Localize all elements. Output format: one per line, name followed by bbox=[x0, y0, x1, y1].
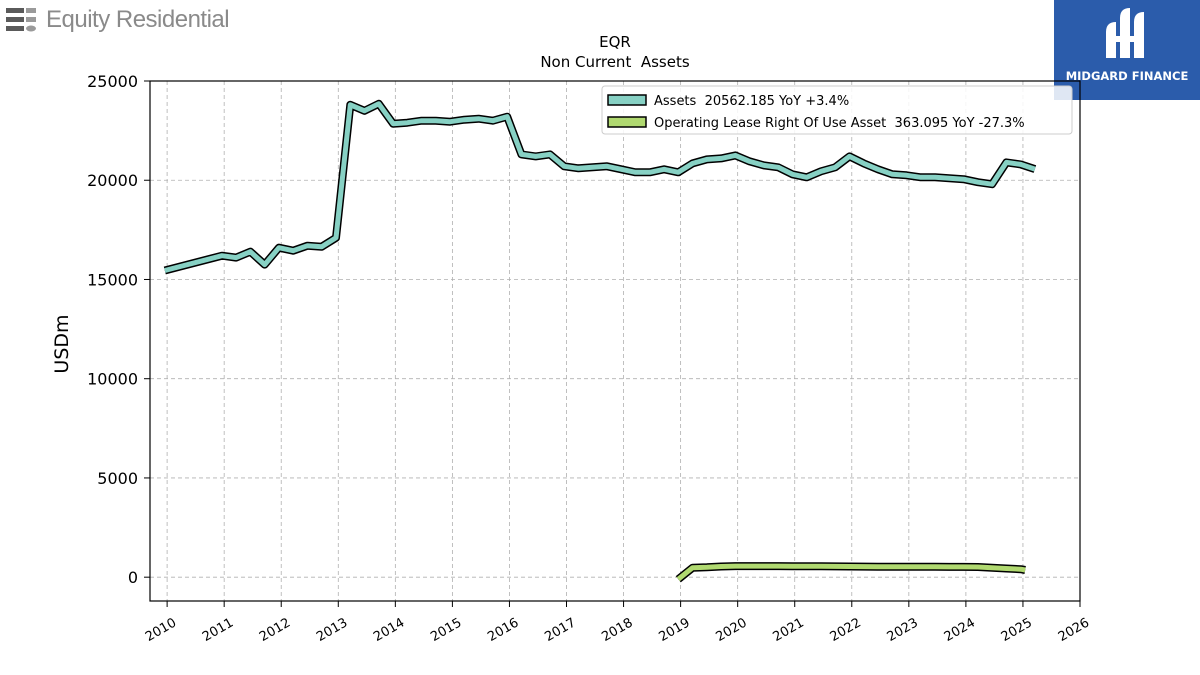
x-tick-label: 2024 bbox=[942, 615, 978, 645]
series-line-1 bbox=[676, 563, 1026, 582]
y-axis-label: USDm bbox=[51, 314, 73, 373]
equity-residential-logo: Equity Residential bbox=[6, 6, 230, 34]
plot-frame bbox=[149, 80, 1081, 602]
midgard-emblem-icon bbox=[1106, 8, 1144, 58]
series-layer bbox=[163, 99, 1037, 583]
y-tick-label: 20000 bbox=[87, 171, 138, 190]
legend-box bbox=[601, 85, 1073, 135]
x-tick-label: 2015 bbox=[428, 615, 464, 645]
y-tick-label: 25000 bbox=[87, 72, 138, 91]
x-tick-label: 2018 bbox=[599, 615, 635, 645]
x-tick-label: 2025 bbox=[999, 615, 1035, 645]
midgard-brand-text: MIDGARD FINANCE bbox=[1065, 69, 1189, 83]
legend-label: Operating Lease Right Of Use Asset 363.0… bbox=[654, 116, 1025, 131]
axes: 0 5000 10000 15000 20000 25000 2010 2011 2012 201… bbox=[87, 72, 1092, 645]
y-tick-label: 0 bbox=[128, 568, 138, 587]
x-tick-label: 2013 bbox=[314, 615, 350, 645]
y-tick-label: 15000 bbox=[87, 270, 138, 289]
x-tick-label: 2012 bbox=[257, 615, 293, 645]
midgard-finance-logo: MIDGARD FINANCE bbox=[1054, 0, 1200, 100]
x-tick-label: 2019 bbox=[656, 615, 692, 645]
x-tick-label: 2022 bbox=[828, 615, 864, 645]
chart-title: EQR bbox=[599, 33, 631, 51]
x-tick-label: 2011 bbox=[200, 615, 236, 645]
x-tick-label: 2021 bbox=[771, 615, 807, 645]
x-tick-label: 2020 bbox=[714, 615, 750, 645]
legend-swatch bbox=[607, 94, 647, 106]
x-tick-label: 2016 bbox=[485, 615, 521, 645]
legend: Assets 20562.185 YoY +3.4% Operating Leas… bbox=[601, 85, 1073, 135]
series-line-0 bbox=[164, 101, 1036, 273]
grid-lines bbox=[150, 80, 1081, 601]
x-tick-label: 2023 bbox=[885, 615, 921, 645]
legend-label: Assets 20562.185 YoY +3.4% bbox=[654, 94, 849, 109]
chart-subtitle: Non Current Assets bbox=[540, 53, 690, 71]
logo-bars-icon bbox=[6, 8, 36, 32]
x-tick-label: 2014 bbox=[371, 615, 407, 645]
x-tick-label: 2010 bbox=[143, 615, 179, 645]
y-tick-label: 5000 bbox=[97, 469, 138, 488]
legend-swatch bbox=[607, 116, 647, 128]
logo-wordmark: Equity Residential bbox=[46, 6, 230, 33]
x-tick-label: 2017 bbox=[542, 615, 578, 645]
y-tick-label: 10000 bbox=[87, 370, 138, 389]
x-tick-label: 2026 bbox=[1056, 615, 1092, 645]
